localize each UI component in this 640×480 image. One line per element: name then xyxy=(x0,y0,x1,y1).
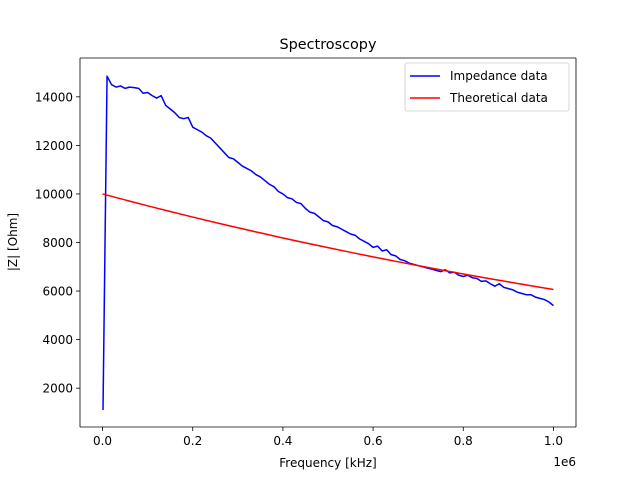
y-tick-label: 4000 xyxy=(42,333,73,347)
chart-title: Spectroscopy xyxy=(280,37,377,53)
legend-label-impedance: Impedance data xyxy=(450,69,548,83)
x-tick-label: 0.6 xyxy=(364,434,383,448)
x-tick-label: 0.2 xyxy=(183,434,202,448)
y-tick-label: 14000 xyxy=(35,90,73,104)
legend: Impedance data Theoretical data xyxy=(404,62,570,112)
series-line-1 xyxy=(102,193,554,291)
y-tick-label: 6000 xyxy=(42,285,73,299)
x-tick-label: 0.8 xyxy=(454,434,473,448)
axes-frame xyxy=(79,57,577,428)
plot-lines xyxy=(102,75,554,411)
y-tick-label: 12000 xyxy=(35,139,73,153)
x-axis-ticks: 0.0 0.2 0.4 0.6 0.8 1.0 xyxy=(93,427,563,448)
x-axis-offset-label: 1e6 xyxy=(553,455,576,469)
x-tick-label: 0.4 xyxy=(273,434,292,448)
series-line-0 xyxy=(102,75,554,411)
x-axis-label: Frequency [kHz] xyxy=(279,456,376,470)
x-tick-label: 0.0 xyxy=(93,434,112,448)
legend-box xyxy=(404,62,570,112)
x-tick-label: 1.0 xyxy=(544,434,563,448)
y-tick-label: 2000 xyxy=(42,382,73,396)
legend-label-theoretical: Theoretical data xyxy=(449,91,548,105)
y-tick-label: 10000 xyxy=(35,187,73,201)
y-tick-label: 8000 xyxy=(42,236,73,250)
y-axis-ticks: 2000 4000 6000 8000 10000 12000 14000 xyxy=(35,90,80,396)
y-axis-label: |Z| [Ohm] xyxy=(6,213,20,271)
